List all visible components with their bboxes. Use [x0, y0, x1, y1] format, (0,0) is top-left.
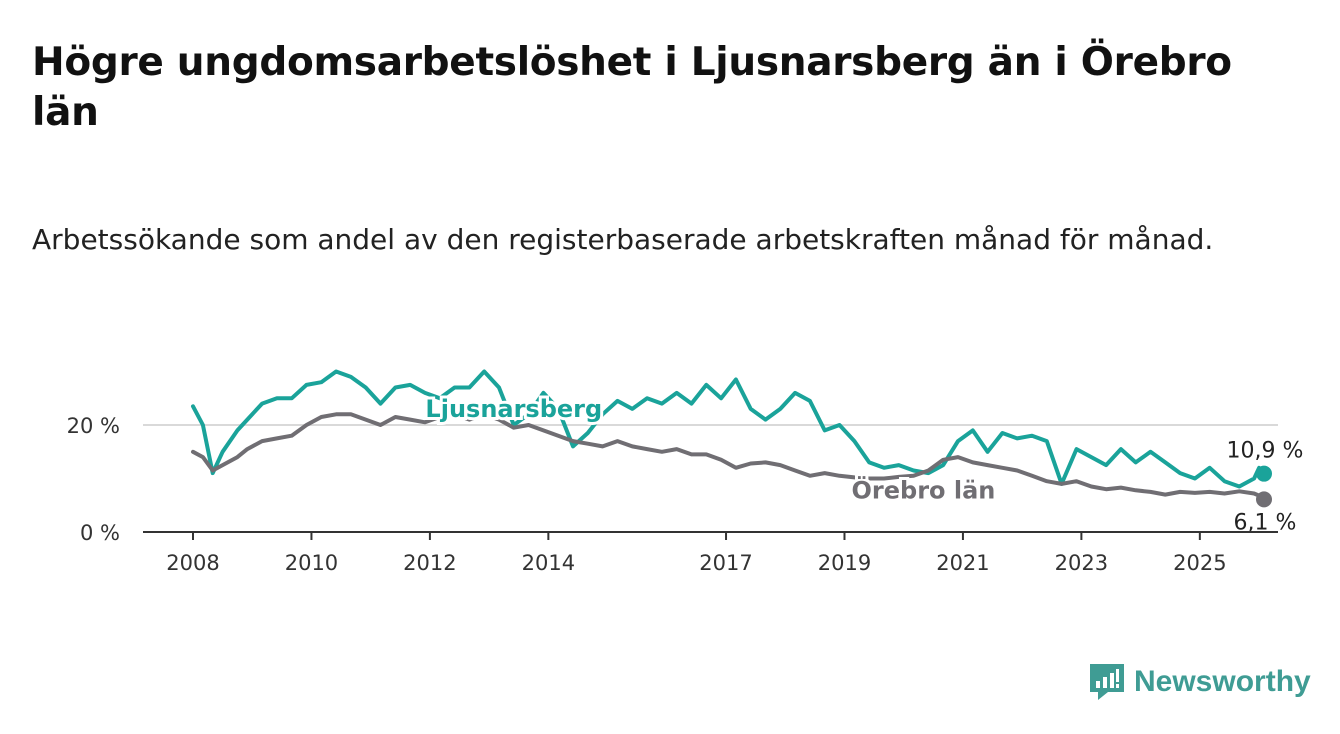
newsworthy-logo-icon	[1090, 664, 1124, 700]
brand-name: Newsworthy	[1134, 665, 1311, 698]
series-line-ljusnarsberg	[191, 369, 1266, 489]
series-label: Örebro län	[852, 474, 996, 504]
series-label: Ljusnarsberg	[425, 395, 602, 423]
x-tick-label: 2010	[285, 551, 338, 575]
x-tick-label: 2025	[1173, 551, 1226, 575]
x-tick-label: 2014	[522, 551, 575, 575]
chart-title: Högre ungdomsarbetslöshet i Ljusnarsberg…	[32, 40, 1232, 135]
end-point-marker	[1256, 465, 1272, 482]
brand[interactable]: Newsworthy	[1088, 660, 1311, 704]
end-value-label: 10,9 %	[1227, 439, 1304, 464]
end-point-marker	[1256, 491, 1272, 508]
y-tick-label: 0 %	[80, 521, 120, 545]
x-tick-label: 2012	[403, 551, 456, 575]
x-tick-label: 2008	[166, 551, 219, 575]
series-line-orebro-lan	[191, 412, 1266, 502]
x-tick-label: 2017	[699, 551, 752, 575]
x-tick-label: 2021	[936, 551, 989, 575]
y-tick-label: 20 %	[67, 414, 120, 438]
chart-subtitle: Arbetssökande som andel av den registerb…	[32, 223, 1214, 256]
x-tick-label: 2019	[818, 551, 871, 575]
x-tick-label: 2023	[1055, 551, 1108, 575]
